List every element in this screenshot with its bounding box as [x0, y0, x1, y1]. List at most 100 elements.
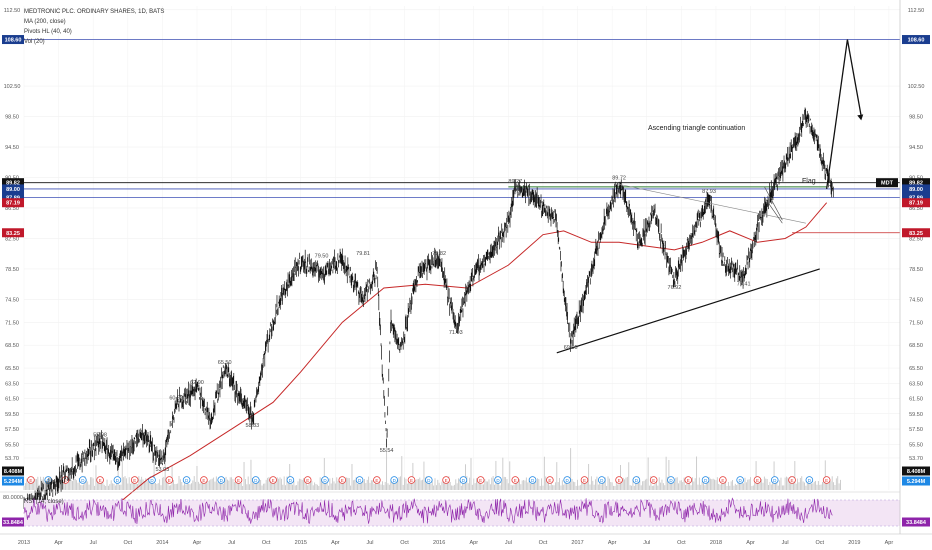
marker-letter: E: [721, 478, 724, 483]
x-tick: Oct: [539, 540, 548, 546]
marker-letter: D: [185, 478, 189, 483]
earnings-marker: [684, 476, 693, 484]
dividend-marker: [44, 476, 53, 484]
ma-legend[interactable]: MA (200, close): [24, 19, 66, 25]
pivot-label: 76.92: [668, 285, 682, 291]
dividend-marker: [805, 476, 814, 484]
earnings-marker: [476, 476, 485, 484]
earnings-marker: [442, 476, 450, 484]
y-tick-left: 112.50: [4, 8, 20, 14]
marker-letter: E: [306, 478, 309, 483]
volume-tag-box: [2, 466, 24, 476]
x-tick: Apr: [193, 540, 202, 546]
x-tick: Jul: [782, 540, 789, 546]
price-series: [23, 107, 834, 519]
y-tick-left: 53.70: [5, 456, 19, 462]
pivot-labels: 55.98 53.03 60.83 62.90 65.50 58.83 79.50 79.81…: [93, 175, 750, 473]
x-tick: Apr: [746, 540, 755, 546]
x-tick: Oct: [262, 540, 271, 546]
x-tick: Apr: [608, 540, 617, 546]
earnings-marker: [200, 476, 208, 484]
marker-letter: D: [808, 478, 812, 483]
pivot-label: 89.72: [612, 175, 626, 181]
left-price-tag-box: [2, 178, 24, 188]
volume-legend[interactable]: Vol (20): [24, 39, 45, 45]
y-tick-right: 78.50: [909, 267, 923, 273]
horizontal-levels: [24, 39, 900, 234]
dividend-marker: [321, 476, 329, 484]
left-price-tag: 83.25: [6, 231, 20, 237]
left-price-tag: 108.60: [5, 38, 22, 44]
marker-letter: D: [289, 478, 293, 483]
rsi-line: [23, 497, 833, 525]
x-tick: 2014: [156, 540, 168, 546]
marker-letter: E: [341, 478, 344, 483]
marker-letter: E: [652, 478, 655, 483]
marker-letter: D: [635, 478, 639, 483]
chart-title: MEDTRONIC PLC. ORDINARY SHARES, 1D, BATS: [24, 9, 164, 15]
dividend-marker: [286, 476, 295, 484]
earnings-marker: [234, 476, 243, 484]
rsi-tag: 33.8484: [3, 520, 24, 526]
y-tick-right: 102.50: [908, 84, 925, 90]
pivot-label: 55.54: [380, 448, 394, 454]
earnings-marker: [165, 476, 174, 484]
y-tick-left: 98.50: [5, 115, 19, 121]
marker-letter: E: [618, 478, 621, 483]
marker-letter: D: [704, 478, 708, 483]
right-price-tag-box: [902, 35, 930, 45]
rsi-legend[interactable]: RSI (14, close): [24, 499, 64, 505]
left-price-tag: 87.19: [6, 201, 20, 207]
left-price-tag-box: [2, 198, 24, 208]
left-price-tag-box: [2, 192, 24, 202]
dividend-marker: [597, 476, 606, 484]
x-tick: Apr: [469, 540, 478, 546]
marker-letter: D: [150, 478, 154, 483]
right-price-tag: 83.25: [909, 231, 923, 237]
earnings-marker: [719, 476, 727, 484]
earnings-marker: [546, 476, 554, 484]
pivot-label: 60.83: [169, 396, 183, 402]
pivots-legend[interactable]: Pivots HL (40, 40): [24, 29, 72, 35]
y-tick-right: 63.50: [909, 381, 923, 387]
pivot-label: 65.50: [218, 360, 232, 366]
symbol-tag-box: [876, 178, 898, 188]
pivot-label: 62.90: [190, 380, 204, 386]
x-tick: Jul: [366, 540, 373, 546]
earnings-marker: [511, 476, 520, 484]
right-price-tag: 89.00: [909, 187, 923, 193]
left-price-tag: 89.00: [6, 187, 20, 193]
arrow-head: [857, 114, 864, 121]
marker-letter: D: [531, 478, 535, 483]
dividend-marker: [390, 476, 398, 484]
x-tick: 2018: [710, 540, 722, 546]
pivot-label: 87.93: [702, 189, 716, 195]
marker-letter: D: [496, 478, 500, 483]
earnings-marker: [373, 476, 381, 484]
marker-letter: E: [168, 478, 171, 483]
x-tick: 2013: [18, 540, 30, 546]
x-tick: Apr: [331, 540, 340, 546]
left-price-tag: 89.82: [6, 181, 20, 187]
y-tick-left: 59.50: [5, 412, 19, 418]
flag-line: [619, 184, 806, 224]
y-tick-left: 78.50: [5, 267, 19, 273]
marker-letter: D: [254, 478, 258, 483]
pivot-label: 79.81: [356, 251, 370, 257]
marker-letter: E: [479, 478, 482, 483]
dividend-marker: [79, 476, 87, 484]
marker-letter: D: [669, 478, 673, 483]
rsi-tag: 33.8484: [906, 520, 927, 526]
marker-letter: E: [375, 478, 378, 483]
pivot-label: 53.03: [156, 467, 170, 473]
volume-tag: 5.294M: [4, 479, 23, 485]
dividend-marker: [528, 476, 537, 484]
earnings-marker: [580, 476, 589, 484]
marker-letter: D: [739, 478, 743, 483]
dividend-marker: [701, 476, 710, 484]
y-tick-right: 53.70: [909, 456, 923, 462]
pivot-label: 58.83: [245, 423, 259, 429]
